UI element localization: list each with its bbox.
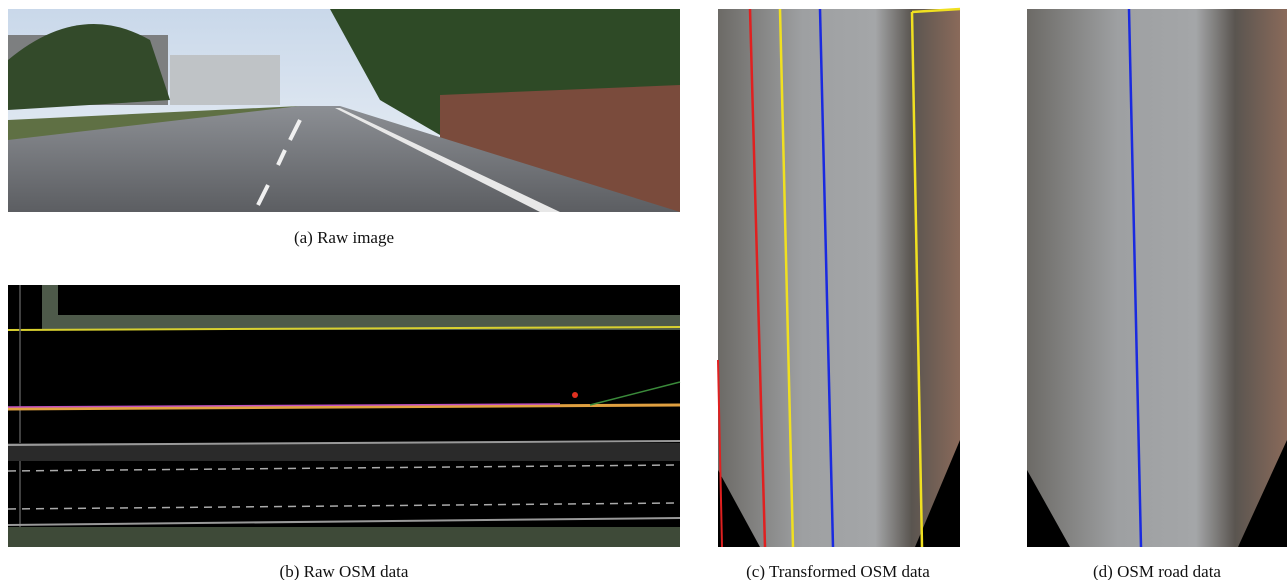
caption-part: (d) [1093, 562, 1113, 580]
osm-raw [8, 285, 680, 547]
caption-part: (a) [294, 228, 313, 247]
caption-part: Raw image [317, 228, 394, 247]
caption-part: (b) [280, 562, 300, 580]
caption-part: OSM road data [1117, 562, 1221, 580]
caption: (c) Transformed OSM data [746, 562, 930, 580]
caption: (a) Raw image [294, 228, 394, 247]
caption-part: Raw OSM data [304, 562, 409, 580]
caption: (b) Raw OSM data [280, 562, 409, 580]
osm-road [1027, 9, 1287, 547]
raw-image [8, 9, 680, 212]
caption: (d) OSM road data [1093, 562, 1221, 580]
osm-transformed [718, 9, 960, 547]
caption-part: Transformed OSM data [769, 562, 930, 580]
caption-part: (c) [746, 562, 765, 580]
figure: (a) Raw image (b) Raw OSM data (c) Trans… [0, 0, 1287, 580]
